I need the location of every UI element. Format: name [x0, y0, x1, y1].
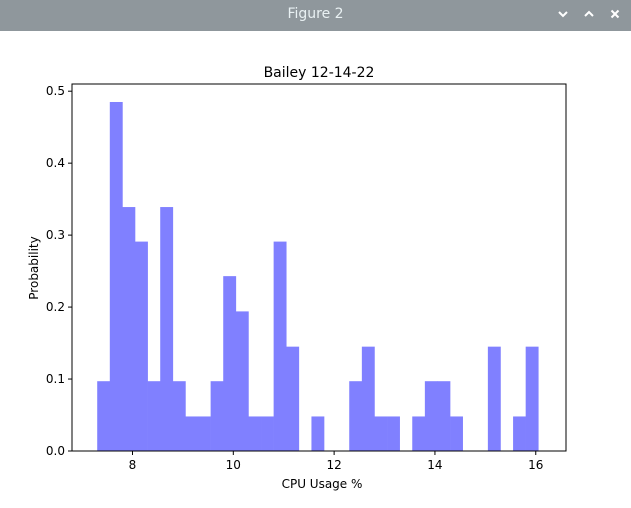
histogram-bar: [261, 416, 274, 451]
window-titlebar[interactable]: Figure 2: [0, 0, 631, 31]
histogram-bar: [185, 416, 199, 451]
close-x-icon[interactable]: [607, 5, 623, 23]
histogram-bar: [286, 346, 300, 451]
y-tick-label: 0.2: [46, 300, 65, 314]
histogram-bar: [525, 346, 539, 451]
histogram-bar: [374, 416, 388, 451]
histogram-bar: [109, 101, 123, 451]
histogram-bar: [412, 416, 426, 451]
maximize-chevron-up-icon[interactable]: [581, 5, 597, 23]
x-axis-ticks: 8 10 12 14 16: [129, 451, 543, 472]
window-controls: [555, 5, 623, 23]
x-tick-label: 8: [129, 458, 137, 472]
x-tick-label: 12: [326, 458, 341, 472]
histogram-bar: [513, 416, 526, 451]
y-tick-label: 0.3: [46, 228, 65, 242]
histogram-bar: [122, 207, 136, 451]
y-axis-ticks: 0.0 0.1 0.2 0.3 0.4 0.5: [46, 84, 72, 458]
x-tick-label: 16: [528, 458, 543, 472]
y-tick-label: 0.0: [46, 444, 65, 458]
histogram-chart: 8 10 12 14 16 0.0 0.1 0.2 0.3 0.4 0.5 Bailey 12-1…: [27, 65, 567, 491]
histogram-bar: [387, 416, 400, 451]
x-axis-label: CPU Usage %: [282, 477, 363, 491]
histogram-bar: [311, 416, 325, 451]
histogram-bar: [223, 276, 237, 451]
x-tick-label: 14: [427, 458, 442, 472]
y-axis-label: Probability: [27, 236, 41, 299]
histogram-bar: [97, 381, 111, 451]
window-title: Figure 2: [287, 6, 344, 22]
histogram-bar: [235, 311, 249, 451]
chart-title: Bailey 12-14-22: [264, 65, 375, 81]
histogram-bars: [97, 101, 539, 451]
histogram-bar: [160, 207, 174, 451]
histogram-bar: [349, 381, 363, 451]
histogram-bar: [437, 381, 451, 451]
y-tick-label: 0.1: [46, 372, 65, 386]
axes-frame: [71, 83, 567, 452]
figure-canvas: 8 10 12 14 16 0.0 0.1 0.2 0.3 0.4 0.5 Bailey 12-1…: [0, 31, 631, 504]
histogram-bar: [172, 381, 186, 451]
minimize-chevron-down-icon[interactable]: [555, 5, 571, 23]
histogram-bar: [198, 416, 211, 451]
histogram-bar: [424, 381, 438, 451]
histogram-bar: [210, 381, 224, 451]
histogram-bar: [147, 381, 161, 451]
histogram-bar: [361, 346, 375, 451]
y-tick-label: 0.4: [46, 156, 65, 170]
histogram-bar: [248, 416, 262, 451]
histogram-bar: [487, 346, 501, 451]
y-tick-label: 0.5: [46, 84, 65, 98]
x-tick-label: 10: [226, 458, 241, 472]
histogram-bar: [450, 416, 463, 451]
histogram-bar: [135, 241, 148, 451]
histogram-bar: [273, 241, 287, 451]
